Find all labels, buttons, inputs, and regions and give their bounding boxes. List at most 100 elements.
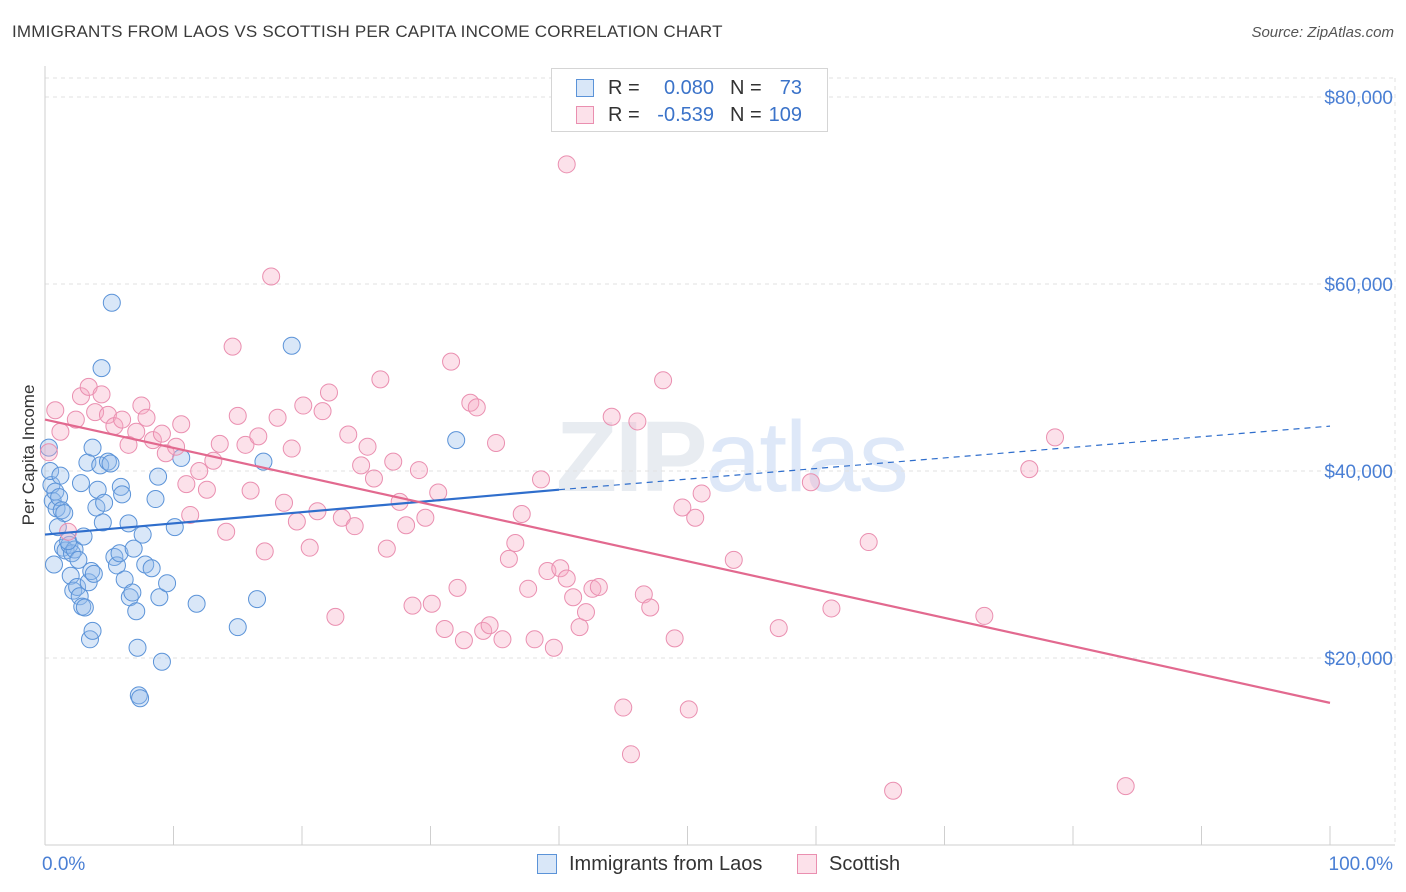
scottish-point <box>177 475 196 494</box>
source-label: Source: ZipAtlas.com <box>1251 24 1394 41</box>
watermark-part1: ZIP <box>556 401 708 513</box>
laos-point <box>79 573 98 592</box>
scottish-point <box>557 569 576 588</box>
laos-point <box>83 438 102 457</box>
scottish-point <box>448 578 467 597</box>
scottish-point <box>223 337 242 356</box>
scottish-point <box>181 505 200 524</box>
scottish-point <box>132 396 151 415</box>
laos-point <box>228 618 247 637</box>
axis-labels: $20,000 $40,000 $60,000 $80,000 0.0% 100.0% Pe… <box>19 88 1393 875</box>
scottish-point <box>551 559 570 578</box>
y-tick-label: $40,000 <box>1324 462 1393 483</box>
scottish-point <box>975 606 994 625</box>
laos-point <box>41 462 60 480</box>
scottish-point <box>92 385 111 404</box>
scottish-point <box>66 410 85 429</box>
legend-n-value: 73 <box>779 77 802 99</box>
scottish-point <box>621 745 640 764</box>
laos-trend-extension <box>558 425 1331 491</box>
scottish-point <box>217 522 236 541</box>
laos-point <box>52 501 71 520</box>
scottish-point <box>190 462 209 480</box>
x-tick-label: 0.0% <box>42 854 85 875</box>
laos-point <box>75 598 94 617</box>
watermark-part2: atlas <box>705 401 909 513</box>
laos-point <box>39 438 58 457</box>
scottish-point <box>480 616 499 635</box>
scottish-point <box>210 434 229 453</box>
scottish-point <box>313 402 332 421</box>
laos-point <box>150 588 169 607</box>
scottish-point <box>665 629 684 648</box>
scottish-point <box>422 594 441 613</box>
scottish-point <box>319 383 338 402</box>
scottish-point <box>519 579 538 598</box>
scottish-point <box>249 427 268 446</box>
scottish-point <box>493 630 512 649</box>
scottish-point <box>345 517 364 536</box>
scottish-point <box>506 533 525 552</box>
legend-r-value: -0.539 <box>657 104 714 126</box>
scottish-point <box>384 452 403 471</box>
scottish-point <box>628 412 647 431</box>
scottish-point <box>339 425 358 444</box>
scottish-point <box>197 480 216 499</box>
laos-point <box>152 652 171 671</box>
series-laos-points <box>39 293 466 708</box>
laos-point <box>248 590 267 609</box>
laos-point <box>149 467 168 486</box>
laos-point <box>82 562 101 581</box>
laos-point <box>119 514 138 533</box>
scottish-point <box>769 619 788 638</box>
scottish-point <box>228 406 247 425</box>
scottish-point <box>98 405 117 424</box>
scottish-point <box>532 470 551 489</box>
laos-point <box>128 638 147 657</box>
scottish-point <box>255 542 274 561</box>
scottish-point <box>39 443 58 462</box>
series-scottish-points <box>39 155 1135 800</box>
laos-point <box>447 431 466 450</box>
laos-point <box>123 583 142 602</box>
laos-point <box>133 525 152 544</box>
scottish-point <box>499 549 518 568</box>
scottish-point <box>435 620 454 639</box>
scottish-point <box>822 599 841 618</box>
laos-point <box>48 518 67 537</box>
chart-title: IMMIGRANTS FROM LAOS VS SCOTTISH PER CAP… <box>12 22 723 41</box>
scottish-point <box>300 538 319 557</box>
legend-label-laos: Immigrants from Laos <box>569 853 763 875</box>
scottish-point <box>454 631 473 650</box>
scottish-point <box>268 408 287 427</box>
legend-n-value: 109 <box>768 104 802 126</box>
legend-swatch-scottish <box>797 854 817 874</box>
laos-point <box>101 454 120 473</box>
laos-point <box>282 336 301 355</box>
laos-point <box>146 490 165 509</box>
legend-swatch-laos <box>537 854 557 874</box>
scottish-point <box>724 550 743 569</box>
laos-point <box>93 513 112 532</box>
scottish-point <box>429 483 448 502</box>
scottish-point <box>137 408 156 427</box>
scottish-point <box>544 638 563 657</box>
scottish-point <box>461 393 480 412</box>
scottish-point <box>1116 777 1135 796</box>
legend-n-label: N = <box>730 77 762 99</box>
laos-point <box>69 550 88 569</box>
laos-point <box>187 594 206 613</box>
scottish-point <box>884 781 903 800</box>
scottish-point <box>654 371 673 390</box>
scottish-point <box>589 577 608 596</box>
laos-point <box>51 466 70 485</box>
laos-point <box>84 564 103 583</box>
legend-label-scottish: Scottish <box>829 853 901 875</box>
scottish-point <box>487 433 506 452</box>
legend-r-label: R = <box>608 77 640 99</box>
laos-point <box>83 621 102 640</box>
scottish-point <box>512 505 531 524</box>
y-tick-label: $20,000 <box>1324 649 1393 670</box>
scottish-point <box>236 435 255 454</box>
scottish-point <box>583 579 602 598</box>
